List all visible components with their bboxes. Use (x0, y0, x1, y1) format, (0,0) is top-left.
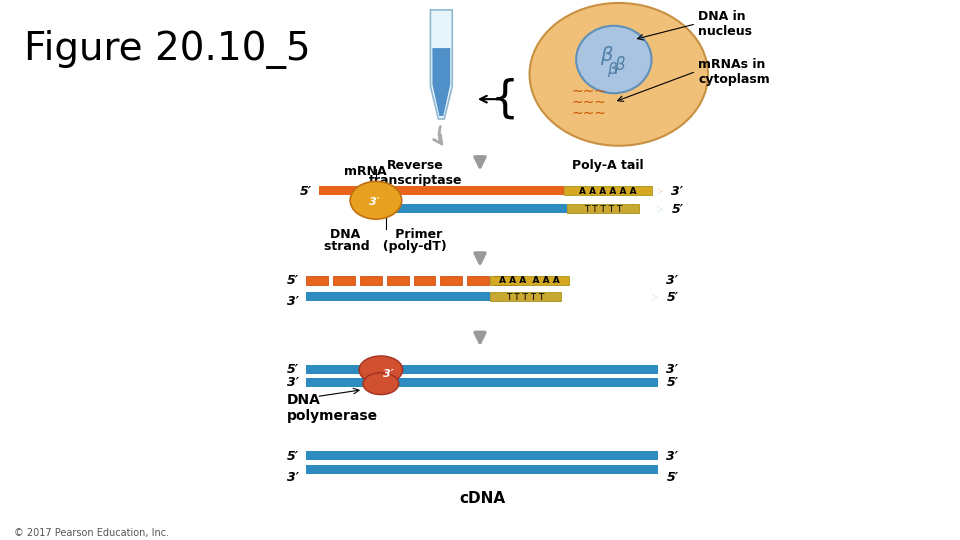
Text: 3′: 3′ (666, 274, 679, 287)
Text: DNA
polymerase: DNA polymerase (287, 393, 378, 423)
Text: 5′: 5′ (287, 274, 299, 287)
Text: 5′: 5′ (671, 202, 684, 215)
Bar (387, 275, 409, 285)
Bar (468, 275, 489, 285)
Text: 5′: 5′ (666, 376, 679, 389)
Bar (306, 365, 659, 374)
Ellipse shape (576, 26, 652, 93)
Ellipse shape (350, 181, 401, 219)
Text: {: { (491, 78, 519, 120)
Text: ∼∼∼: ∼∼∼ (571, 106, 607, 120)
Bar (306, 275, 328, 285)
Text: 5′: 5′ (300, 185, 311, 198)
Text: cDNA: cDNA (460, 491, 506, 506)
Polygon shape (430, 10, 452, 119)
Text: β: β (600, 46, 612, 65)
Bar (320, 186, 564, 195)
Bar (490, 293, 562, 301)
Bar (564, 186, 652, 195)
Text: © 2017 Pearson Education, Inc.: © 2017 Pearson Education, Inc. (14, 529, 169, 538)
Text: 5′: 5′ (287, 363, 299, 376)
Text: T T T T T: T T T T T (584, 205, 622, 214)
Bar (306, 293, 490, 301)
Bar (493, 275, 516, 285)
Bar (333, 275, 355, 285)
Ellipse shape (363, 373, 398, 395)
Text: A A A  A A A: A A A A A A (499, 276, 560, 285)
Bar (306, 465, 659, 474)
Text: DNA        Primer: DNA Primer (329, 228, 442, 241)
Text: Figure 20.10_5: Figure 20.10_5 (24, 30, 310, 69)
Text: mRNAs in
cytoplasm: mRNAs in cytoplasm (698, 57, 770, 85)
Bar (567, 204, 638, 213)
Text: 3′: 3′ (287, 295, 299, 308)
Text: Reverse
transcriptase: Reverse transcriptase (369, 159, 463, 187)
Text: 3′: 3′ (671, 185, 684, 198)
Text: 5′: 5′ (666, 291, 679, 304)
Bar (306, 451, 659, 460)
Text: Poly-A tail: Poly-A tail (572, 159, 644, 172)
Text: A A A A A A: A A A A A A (579, 187, 636, 196)
Bar (414, 275, 436, 285)
Text: 3′: 3′ (287, 376, 299, 389)
Text: strand   (poly-dT): strand (poly-dT) (324, 240, 447, 253)
Text: 3′: 3′ (666, 363, 679, 376)
Polygon shape (432, 48, 450, 116)
Text: 5′: 5′ (666, 471, 679, 484)
Text: β: β (614, 57, 625, 75)
Text: 3′: 3′ (287, 471, 299, 484)
Bar (306, 378, 659, 387)
Text: T T T T T: T T T T T (507, 293, 544, 302)
Bar (360, 275, 382, 285)
Ellipse shape (530, 3, 708, 146)
Bar (396, 204, 567, 213)
Text: ∼∼∼: ∼∼∼ (571, 84, 607, 98)
Ellipse shape (359, 356, 402, 384)
Text: β: β (607, 62, 616, 77)
Text: 3′: 3′ (369, 197, 379, 207)
Text: DNA in
nucleus: DNA in nucleus (698, 10, 752, 38)
Text: ∼∼∼: ∼∼∼ (571, 95, 607, 109)
Text: 3′: 3′ (383, 369, 395, 379)
Bar (441, 275, 462, 285)
Text: 3′: 3′ (666, 450, 679, 463)
Text: mRNA: mRNA (345, 165, 387, 178)
Text: 5′: 5′ (287, 450, 299, 463)
Bar (490, 275, 569, 285)
